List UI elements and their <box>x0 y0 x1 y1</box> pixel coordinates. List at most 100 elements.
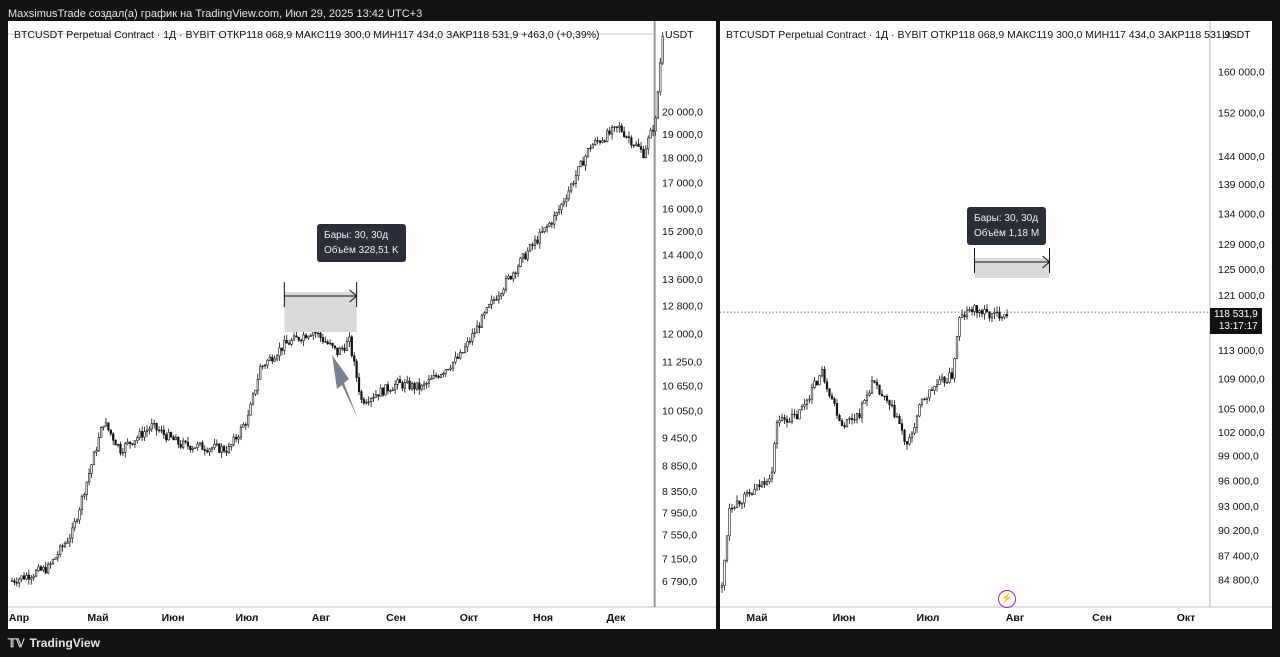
y-tick-label: 125 000,0 <box>1218 264 1265 276</box>
candle-body <box>42 566 45 571</box>
candle-body <box>162 429 165 435</box>
candle-body <box>27 574 30 580</box>
candle-body <box>840 420 844 426</box>
candle-body <box>945 382 949 384</box>
y-tick-label: 96 000,0 <box>1218 475 1259 487</box>
candle-body <box>191 447 194 450</box>
candle-body <box>973 305 976 312</box>
candle-body <box>768 478 771 482</box>
candle-body <box>95 450 98 453</box>
candle-body <box>290 339 293 345</box>
y-tick-label: 87 400,0 <box>1218 550 1259 562</box>
candle-body <box>993 312 996 314</box>
candle-body <box>22 575 26 580</box>
candle-body <box>637 143 640 147</box>
left-chart-panel[interactable]: 20 000,0 19 000,0 18 000,0 17 000,0 16 000,0… <box>8 21 716 629</box>
x-tick-label: Окт <box>460 612 479 624</box>
candle-body <box>459 352 462 359</box>
candle-body <box>598 140 602 143</box>
measure-range <box>974 258 1050 278</box>
right-currency-label[interactable]: USDT <box>1222 29 1251 41</box>
candle-body <box>591 144 594 149</box>
candle-body <box>579 160 582 167</box>
candle-body <box>615 126 619 128</box>
candle-body <box>968 309 971 311</box>
candle-body <box>396 379 399 385</box>
candle-body <box>362 399 365 404</box>
candle-body <box>873 380 876 383</box>
x-tick-label: Ноя <box>533 612 553 624</box>
x-tick-label: Июн <box>162 612 185 624</box>
candle-body <box>442 373 445 375</box>
candle-body <box>468 341 472 343</box>
candle-body <box>466 341 469 348</box>
candle-body <box>521 253 525 259</box>
candle-body <box>56 554 59 559</box>
candle-body <box>463 346 467 353</box>
candle-body <box>403 382 406 389</box>
candle-body <box>507 275 510 279</box>
candle-body <box>733 507 736 509</box>
candle-body <box>329 342 332 345</box>
y-tick-label: 12 000,0 <box>662 329 703 341</box>
candle-body <box>307 335 310 339</box>
left-currency-label[interactable]: USDT <box>665 29 694 41</box>
candle-body <box>810 387 814 400</box>
candle-body <box>208 448 211 453</box>
candle-body <box>377 394 380 397</box>
candle-body <box>389 390 392 392</box>
lightning-icon[interactable]: ⚡ <box>998 590 1016 608</box>
candle-body <box>384 384 387 396</box>
candle-body <box>251 393 255 405</box>
y-tick-label: 8 350,0 <box>662 486 697 498</box>
candle-body <box>940 376 944 380</box>
candle-body <box>280 347 284 351</box>
candle-body <box>288 342 291 345</box>
candle-body <box>500 293 503 297</box>
right-candlestick-chart[interactable]: 160 000,0 152 000,0 144 000,0 139 000,0 134 … <box>720 21 1272 629</box>
candle-body <box>649 129 652 139</box>
y-tick-label: 134 000,0 <box>1218 208 1265 220</box>
candle-body <box>815 380 819 386</box>
left-candlestick-chart[interactable]: 20 000,0 19 000,0 18 000,0 17 000,0 16 000,0… <box>8 21 716 629</box>
y-tick-label: 152 000,0 <box>1218 108 1265 120</box>
candle-body <box>165 434 168 441</box>
candle-body <box>925 397 929 400</box>
x-tick-label: Май <box>87 612 108 624</box>
candle-body <box>304 334 308 339</box>
tradingview-logo-icon: 𝕋𝕍 <box>8 638 25 650</box>
candle-body <box>131 443 134 445</box>
x-tick-label: Апр <box>9 612 29 624</box>
candle-body <box>586 148 590 157</box>
candle-body <box>425 383 428 385</box>
candle-body <box>589 147 592 150</box>
candle-body <box>497 295 500 301</box>
candle-body <box>526 250 529 260</box>
candle-body <box>268 356 271 361</box>
right-chart-panel[interactable]: 160 000,0 152 000,0 144 000,0 139 000,0 134 … <box>720 21 1272 629</box>
candle-body <box>808 398 811 401</box>
candle-body <box>341 347 344 350</box>
candle-body <box>189 445 192 450</box>
candle-body <box>833 398 836 404</box>
candle-body <box>753 488 756 495</box>
y-tick-label: 144 000,0 <box>1218 151 1265 163</box>
x-tick-label: Май <box>746 612 767 624</box>
candle-body <box>444 369 447 374</box>
candle-body <box>1000 316 1004 319</box>
candle-body <box>476 325 479 334</box>
y-tick-label: 84 800,0 <box>1218 575 1259 587</box>
candle-body <box>848 417 851 420</box>
y-tick-label: 9 450,0 <box>662 432 697 444</box>
candle-body <box>78 509 81 521</box>
candle-body <box>900 423 904 431</box>
candle-body <box>820 369 824 377</box>
candle-body <box>167 432 170 441</box>
candle-body <box>369 398 373 403</box>
candle-body <box>845 418 849 428</box>
candle-body <box>651 129 655 132</box>
candle-body <box>32 575 35 578</box>
candle-body <box>1005 314 1009 317</box>
y-tick-label: 14 400,0 <box>662 249 703 261</box>
candle-body <box>490 299 493 305</box>
